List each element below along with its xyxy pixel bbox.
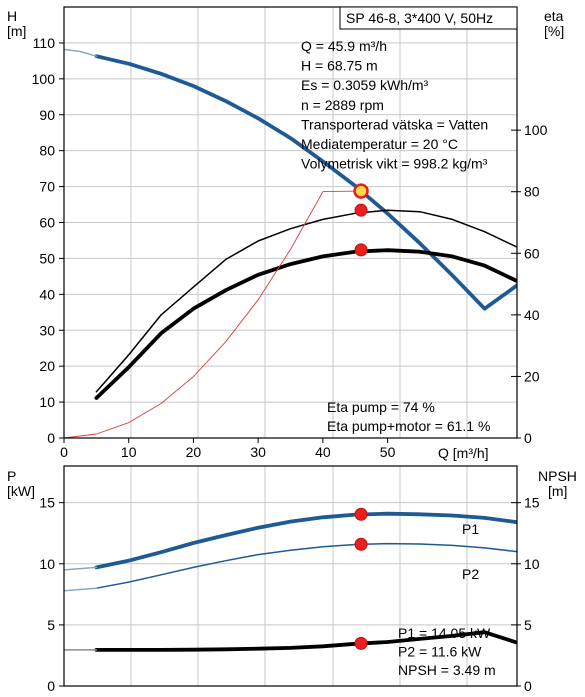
top-series-eta-pump bbox=[95, 209, 517, 393]
top-y-tick-label-left: 50 bbox=[39, 250, 55, 266]
info-line: Transporterad vätska = Vatten bbox=[301, 116, 488, 132]
bottom-ylabel-left-unit: [kW] bbox=[7, 483, 35, 499]
bottom-y-tick-label-left: 10 bbox=[39, 556, 55, 572]
value-annotation: P2 = 11.6 kW bbox=[398, 644, 482, 660]
series-label-p1: P1 bbox=[462, 521, 479, 537]
top-y-tick-label-right: 20 bbox=[524, 368, 540, 384]
bottom-operating-point-p1 bbox=[354, 507, 368, 521]
top-series-eta-pump-motor bbox=[94, 248, 517, 400]
top-xlabel: Q [m³/h] bbox=[438, 445, 489, 461]
top-y-tick-label-right: 100 bbox=[524, 122, 548, 138]
top-y-tick-label-left: 60 bbox=[39, 215, 55, 231]
chart-title: SP 46-8, 3*400 V, 50Hz bbox=[346, 10, 493, 26]
info-line: H = 68.75 m bbox=[301, 58, 378, 74]
value-annotation: P1 = 14.05 kW bbox=[398, 625, 491, 641]
top-x-tick-label: 20 bbox=[186, 444, 202, 460]
bottom-operating-point-npsh bbox=[354, 636, 368, 650]
top-operating-point-head bbox=[353, 183, 369, 199]
bottom-series-p2 bbox=[95, 542, 517, 589]
bottom-series-p1-low-flow bbox=[64, 566, 98, 571]
top-ylabel-right-name: eta bbox=[544, 8, 564, 24]
top-y-tick-label-right: 40 bbox=[524, 307, 540, 323]
top-x-tick-label: 50 bbox=[380, 444, 396, 460]
top-y-tick-label-left: 70 bbox=[39, 179, 55, 195]
bottom-y-tick-label-right: 15 bbox=[524, 495, 540, 511]
top-series-head-low-flow bbox=[64, 48, 98, 57]
series-label-p2: P2 bbox=[462, 566, 479, 582]
info-line: Es = 0.3059 kWh/m³ bbox=[301, 77, 429, 93]
bottom-y-tick-label-right: 10 bbox=[524, 556, 540, 572]
bottom-plot-frame bbox=[63, 465, 518, 687]
bottom-series-p2-low-flow bbox=[64, 587, 98, 592]
top-y-tick-label-left: 100 bbox=[32, 71, 56, 87]
top-y-tick-label-right: 0 bbox=[524, 430, 532, 446]
info-line: Q = 45.9 m³/h bbox=[301, 38, 387, 54]
bottom-ylabel-right-unit: [m] bbox=[548, 483, 567, 499]
info-line: Volymetrisk vikt = 998.2 kg/m³ bbox=[301, 156, 488, 172]
bottom-y-tick-label-right: 0 bbox=[524, 678, 532, 694]
top-y-tick-label-left: 0 bbox=[47, 430, 55, 446]
top-y-tick-label-left: 10 bbox=[39, 394, 55, 410]
title-box bbox=[339, 6, 518, 30]
top-y-tick-label-right: 80 bbox=[524, 184, 540, 200]
eta-annotation: Eta pump = 74 % bbox=[327, 399, 435, 415]
bottom-ylabel-right-name: NPSH bbox=[538, 468, 577, 484]
top-plot-frame bbox=[63, 6, 518, 439]
bottom-y-tick-label-left: 0 bbox=[47, 678, 55, 694]
top-x-tick-label: 10 bbox=[121, 444, 137, 460]
top-y-tick-label-left: 40 bbox=[39, 286, 55, 302]
top-x-tick-label: 30 bbox=[250, 444, 266, 460]
top-ylabel-left-name: H bbox=[7, 8, 17, 24]
top-y-tick-label-left: 110 bbox=[33, 35, 56, 51]
top-ylabel-left-unit: [m] bbox=[7, 23, 26, 39]
eta-annotation: Eta pump+motor = 61.1 % bbox=[327, 418, 490, 434]
bottom-y-tick-label-right: 5 bbox=[524, 617, 532, 633]
bottom-y-tick-label-left: 15 bbox=[39, 495, 55, 511]
bottom-operating-point-p2 bbox=[354, 537, 368, 551]
bottom-ylabel-left-name: P bbox=[7, 468, 16, 484]
bottom-series-npsh bbox=[94, 630, 517, 652]
bottom-series-p1 bbox=[94, 511, 517, 570]
top-y-tick-label-left: 20 bbox=[39, 358, 55, 374]
top-y-tick-label-left: 90 bbox=[39, 107, 55, 123]
value-annotation: NPSH = 3.49 m bbox=[398, 662, 496, 678]
info-line: Mediatemperatur = 20 °C bbox=[301, 136, 458, 152]
top-x-tick-label: 0 bbox=[60, 444, 68, 460]
top-series-system-curve bbox=[64, 190, 362, 438]
top-y-tick-label-left: 80 bbox=[39, 143, 55, 159]
top-y-tick-label-left: 30 bbox=[39, 322, 55, 338]
top-y-tick-label-right: 60 bbox=[524, 245, 540, 261]
top-series-head bbox=[94, 54, 517, 311]
top-operating-point-eta-pump bbox=[354, 203, 368, 217]
info-line: n = 2889 rpm bbox=[301, 97, 384, 113]
top-operating-point-eta-pump-motor bbox=[354, 243, 368, 257]
top-ylabel-right-unit: [%] bbox=[544, 23, 564, 39]
bottom-y-tick-label-left: 5 bbox=[47, 617, 55, 633]
top-x-tick-label: 40 bbox=[315, 444, 331, 460]
